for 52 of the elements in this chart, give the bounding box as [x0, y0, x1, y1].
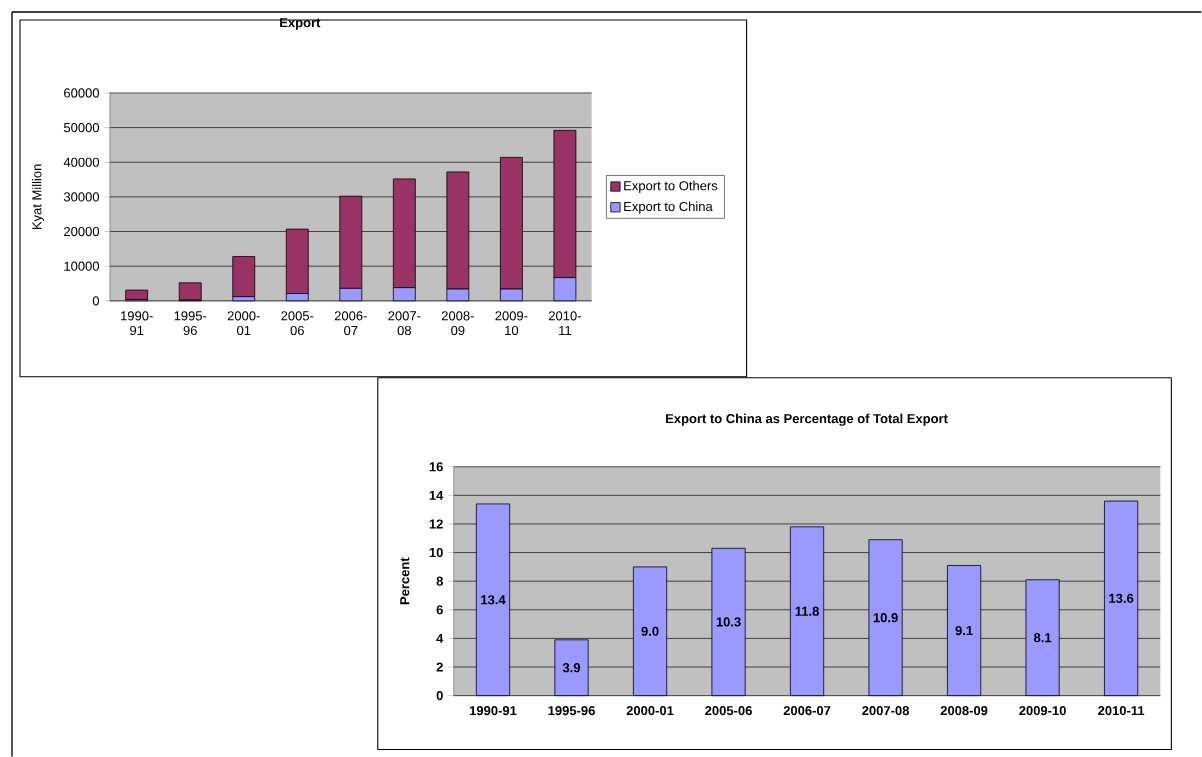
x-tick-label: 2005-06 [281, 311, 314, 335]
x-tick-label: 1995-96 [548, 705, 595, 716]
x-tick-label: 2008-09 [940, 705, 988, 716]
data-label: 8.1 [1033, 632, 1052, 643]
y-tick-label: 16 [429, 462, 443, 472]
y-tick-label: 60000 [64, 88, 100, 98]
y-tick-label: 14 [429, 490, 444, 500]
y-axis-title: Kyat Million [31, 164, 45, 229]
y-tick-label: 10000 [64, 261, 100, 271]
y-tick-label: 12 [429, 519, 443, 529]
x-tick-label: 2008-09 [441, 311, 474, 335]
y-tick-label: 8 [436, 576, 443, 586]
bar [178, 282, 202, 301]
x-tick-label: 2009-10 [1019, 705, 1066, 716]
y-tick-label: 4 [436, 633, 444, 643]
chart-title: Export [280, 18, 321, 30]
y-tick-label: 2 [436, 662, 443, 672]
y-tick-label: 0 [92, 296, 100, 306]
y-tick-label: 40000 [63, 157, 100, 167]
y-axis-title: Percent [400, 557, 410, 605]
data-label: 13.6 [1109, 593, 1134, 603]
chart-title: Export to China as Percentage of Total Export [666, 413, 948, 426]
x-tick-label: 1995-96 [174, 311, 207, 335]
data-label: 10.9 [873, 612, 898, 623]
x-tick-label: 2010-11 [1098, 705, 1145, 716]
data-label: 9.0 [641, 626, 659, 636]
y-tick-label: 6 [436, 605, 443, 615]
x-tick-label: 2006-07 [334, 311, 367, 335]
x-tick-label: 2007-08 [388, 311, 421, 335]
x-tick-label: 2006-07 [783, 705, 831, 716]
y-tick-label: 30000 [63, 192, 100, 202]
x-tick-label: 2005-06 [705, 705, 752, 716]
data-label: 13.4 [481, 595, 506, 605]
y-tick-label: 0 [436, 690, 443, 701]
data-label: 10.3 [716, 617, 741, 627]
x-tick-label: 2009-10 [495, 311, 528, 335]
bar [125, 289, 149, 300]
data-label: 11.8 [795, 606, 819, 616]
x-tick-label: 1990-91 [121, 311, 153, 335]
y-tick-label: 20000 [64, 226, 100, 237]
x-tick-label: 2000-01 [626, 705, 674, 716]
x-tick-label: 2000-01 [227, 311, 260, 335]
x-tick-label: 2010-11 [548, 311, 581, 335]
y-tick-label: 50000 [63, 122, 100, 133]
legend-label: Export to Others [624, 180, 718, 193]
y-tick-label: 10 [429, 547, 443, 558]
x-tick-label: 1990-91 [469, 705, 517, 716]
data-label: 3.9 [562, 662, 581, 673]
data-label: 9.1 [955, 625, 973, 635]
x-tick-label: 2007-08 [862, 705, 910, 716]
bar [232, 255, 256, 297]
legend-label: Export to China [624, 201, 713, 214]
